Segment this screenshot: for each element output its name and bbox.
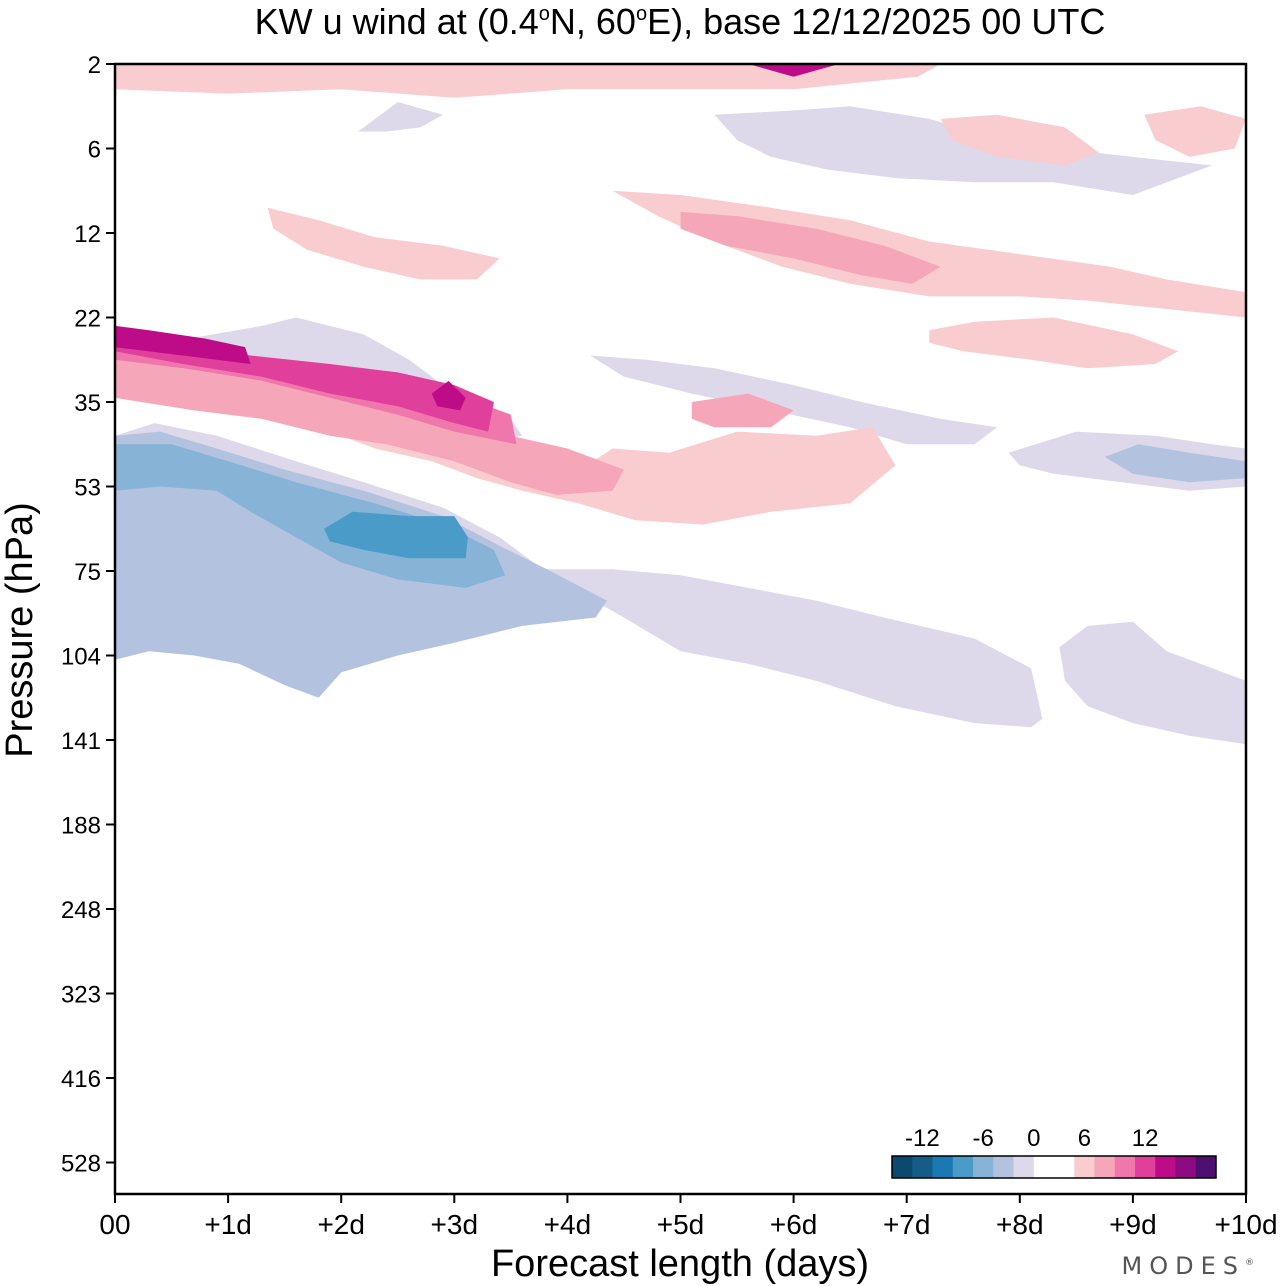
contour-pos-peak-left — [115, 325, 251, 364]
y-axis-label: Pressure (hPa) — [0, 502, 41, 758]
colorbar-label: 6 — [1078, 1125, 1091, 1152]
contour-pos-top-core — [748, 64, 839, 77]
colorbar-swatch — [1114, 1156, 1136, 1178]
y-tick-label: 6 — [88, 137, 101, 164]
x-tick-label: +8d — [996, 1209, 1044, 1240]
contour-pos-peak-mid — [431, 380, 466, 411]
colorbar-swatch — [952, 1156, 974, 1178]
contour-pos-upper-core — [680, 211, 941, 284]
y-tick-label: 188 — [61, 813, 101, 840]
contour-neg-top-left — [358, 102, 443, 132]
x-tick-label: +3d — [431, 1209, 479, 1240]
colorbar-swatch — [1033, 1156, 1055, 1178]
y-tick-label: 416 — [61, 1066, 101, 1093]
colorbar-label: -12 — [905, 1125, 940, 1152]
x-tick-label: +2d — [317, 1209, 365, 1240]
colorbar-swatch — [932, 1156, 954, 1178]
x-tick-label: +1d — [204, 1209, 252, 1240]
contour-neg-upper-strip — [714, 106, 1213, 195]
contour-pos-left-upper — [267, 207, 500, 280]
contour-field — [115, 64, 1246, 745]
contour-neg-core — [324, 511, 468, 559]
x-axis: 00 +1d +2d +3d +4d +5d +6d +7d +8d +9d +10d — [99, 1194, 1278, 1240]
contour-pos-top-right — [940, 114, 1099, 166]
colorbar-swatch — [973, 1156, 994, 1178]
modes-logo: MODES® — [1121, 1252, 1254, 1280]
contour-pos-top-far-right — [1144, 106, 1246, 157]
y-tick-label: 323 — [61, 982, 101, 1009]
y-tick-label: 2 — [88, 52, 101, 79]
contour-pos-mid-blob — [691, 393, 794, 428]
colorbar-label: 0 — [1027, 1125, 1040, 1152]
colorbar-swatch — [892, 1156, 913, 1178]
x-tick-label: +9d — [1109, 1209, 1157, 1240]
colorbar-swatch — [912, 1156, 933, 1178]
colorbar-swatch — [1094, 1156, 1116, 1178]
colorbar-label: -6 — [972, 1125, 993, 1152]
y-tick-label: 141 — [61, 728, 101, 755]
contour-pos-moderate — [115, 355, 624, 495]
y-tick-label: 528 — [61, 1151, 101, 1178]
x-tick-label: 00 — [99, 1209, 130, 1240]
y-tick-label: 22 — [74, 306, 101, 333]
colorbar-swatch — [1195, 1156, 1217, 1178]
contour-pos-top-strip — [115, 64, 941, 98]
x-axis-label: Forecast length (days) — [491, 1243, 869, 1285]
y-tick-label: 104 — [61, 644, 101, 671]
x-tick-label: +7d — [883, 1209, 931, 1240]
contour-pos-upper-band — [612, 190, 1246, 318]
y-tick-label: 53 — [74, 475, 101, 502]
colorbar-swatch — [1175, 1156, 1197, 1178]
colorbar-label: 12 — [1132, 1125, 1159, 1152]
contour-pos-right-mid — [929, 317, 1179, 369]
y-tick-label: 12 — [74, 221, 101, 248]
y-tick-label: 35 — [74, 390, 101, 417]
colorbar-swatch — [1135, 1156, 1156, 1178]
x-tick-label: +4d — [544, 1209, 592, 1240]
y-tick-label: 248 — [61, 897, 101, 924]
x-tick-label: +10d — [1214, 1209, 1277, 1240]
y-tick-label: 75 — [74, 559, 101, 586]
y-axis: 2 6 12 22 35 53 75 104 141 188 248 323 416 528 — [61, 52, 115, 1178]
contour-neg-weak-right — [1059, 621, 1246, 745]
colorbar-swatch — [1054, 1156, 1075, 1178]
chart-title: KW u wind at (0.4oN, 60oE), base 12/12/2… — [255, 1, 1106, 42]
colorbar-swatch — [1074, 1156, 1095, 1178]
contour-neg-right-core — [1104, 444, 1246, 483]
x-tick-label: +6d — [770, 1209, 818, 1240]
colorbar-swatch — [993, 1156, 1014, 1178]
colorbar-frame — [891, 1155, 1217, 1179]
colorbar-swatch — [1013, 1156, 1035, 1178]
colorbar: -12 -6 0 6 12 — [891, 1125, 1217, 1179]
contour-neg-mid-band — [590, 355, 998, 445]
colorbar-swatch — [1155, 1156, 1176, 1178]
x-tick-label: +5d — [657, 1209, 705, 1240]
